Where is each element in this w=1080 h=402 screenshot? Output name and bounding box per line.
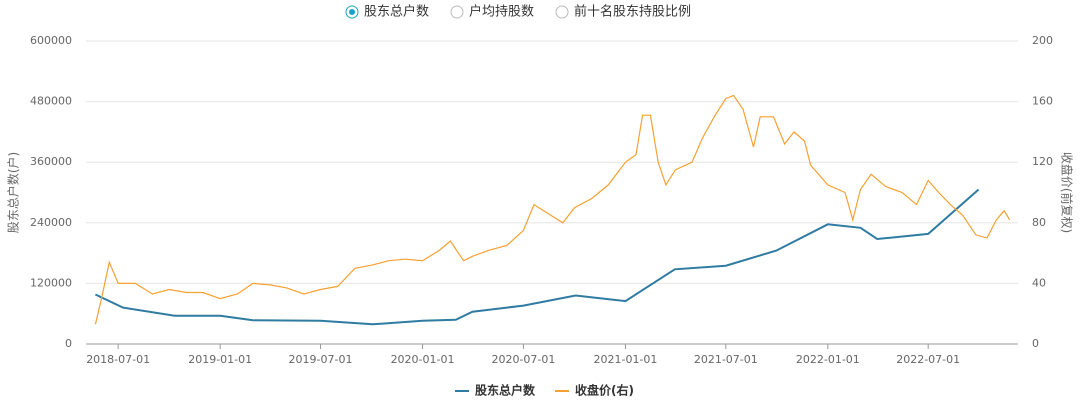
x-tick-label: 2018-07-01 [86,353,150,366]
radio[interactable] [450,5,464,19]
y-axis-label: 股东总户数(户) [6,152,21,233]
y-tick-label: 240000 [30,216,72,229]
y2-tick-label: 160 [1032,95,1053,108]
series-line [94,188,980,326]
x-tick-label: 2022-07-01 [896,353,960,366]
series-line [94,94,1011,325]
y-tick-label: 480000 [30,95,72,108]
option-label[interactable]: 股东总户数 [364,4,429,20]
y2-tick-label: 40 [1032,276,1046,289]
y2-axis-label: 收盘价(前复权) [1060,152,1075,233]
y2-tick-label: 80 [1032,216,1046,229]
y-tick-label: 120000 [30,276,72,289]
y-tick-label: 360000 [30,155,72,168]
legend-label: 收盘价(右) [575,383,634,398]
x-tick-label: 2021-07-01 [694,353,758,366]
radio[interactable] [555,5,569,19]
x-tick-label: 2021-01-01 [593,353,657,366]
option-label[interactable]: 户均持股数 [469,4,534,20]
y2-tick-label: 200 [1032,34,1053,47]
x-tick-label: 2019-01-01 [188,353,252,366]
x-tick-label: 2020-07-01 [491,353,555,366]
radio-dot[interactable] [349,9,355,15]
y-tick-label: 0 [65,337,72,350]
y2-tick-label: 120 [1032,155,1053,168]
x-tick-label: 2022-01-01 [796,353,860,366]
x-tick-label: 2020-01-01 [391,353,455,366]
legend-label: 股东总户数 [475,383,536,398]
y2-tick-label: 0 [1032,337,1039,350]
y-tick-label: 600000 [30,34,72,47]
x-tick-label: 2019-07-01 [289,353,353,366]
option-label[interactable]: 前十名股东持股比例 [574,4,691,20]
